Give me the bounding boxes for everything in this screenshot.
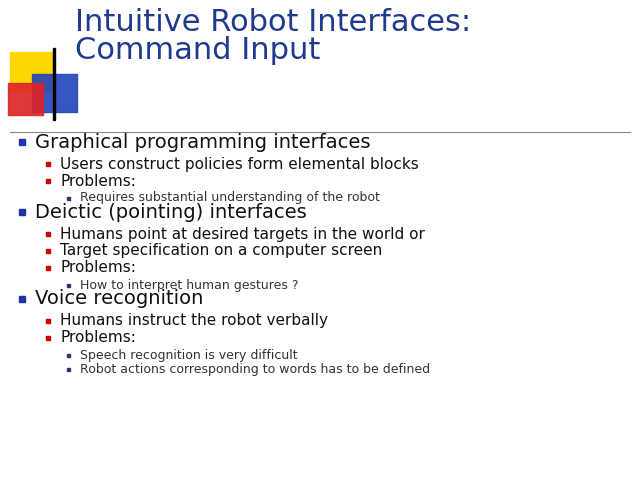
Text: How to interpret human gestures ?: How to interpret human gestures ? [80,278,298,291]
Bar [19,296,25,302]
Bar [67,196,70,200]
Text: Humans instruct the robot verbally: Humans instruct the robot verbally [60,313,328,328]
Bar [32,74,77,112]
Text: Command Input: Command Input [75,36,321,65]
Text: Target specification on a computer screen: Target specification on a computer scree… [60,243,382,259]
Bar [46,232,50,236]
Bar [19,139,25,145]
Text: Deictic (pointing) interfaces: Deictic (pointing) interfaces [35,203,307,221]
Bar [46,319,50,323]
Bar [10,52,52,90]
Text: Problems:: Problems: [60,261,136,276]
Bar [46,162,50,166]
Bar [46,336,50,340]
Text: Humans point at desired targets in the world or: Humans point at desired targets in the w… [60,227,425,241]
Text: Voice recognition: Voice recognition [35,289,204,309]
Bar [19,209,25,215]
Bar [67,353,70,357]
Bar [46,179,50,183]
Text: Robot actions corresponding to words has to be defined: Robot actions corresponding to words has… [80,362,430,375]
Bar [8,83,43,115]
Bar [67,284,70,287]
Text: Problems:: Problems: [60,173,136,189]
Text: Graphical programming interfaces: Graphical programming interfaces [35,132,371,152]
Bar [67,368,70,371]
Text: Speech recognition is very difficult: Speech recognition is very difficult [80,348,298,361]
Bar [46,249,50,253]
Text: Users construct policies form elemental blocks: Users construct policies form elemental … [60,156,419,171]
Bar [53,48,55,120]
Text: Problems:: Problems: [60,331,136,346]
Bar [46,266,50,270]
Text: Requires substantial understanding of the robot: Requires substantial understanding of th… [80,192,380,204]
Text: Intuitive Robot Interfaces:: Intuitive Robot Interfaces: [75,8,471,37]
